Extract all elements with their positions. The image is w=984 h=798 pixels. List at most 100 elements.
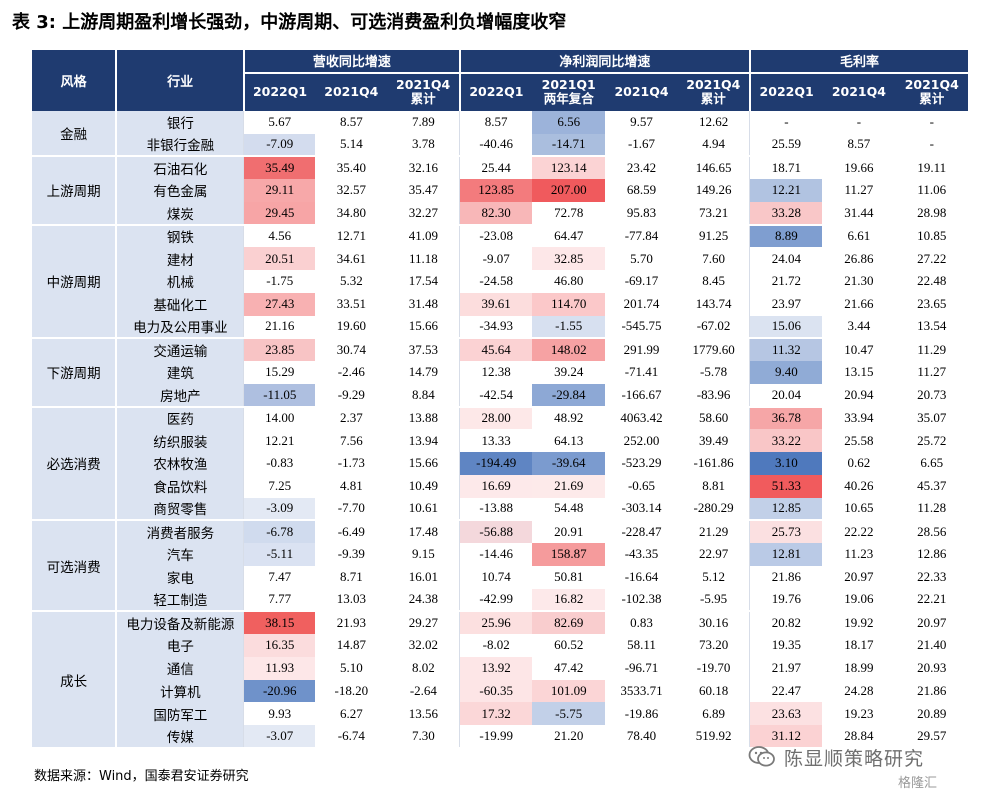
value-cell: 25.59 (749, 133, 823, 158)
value-cell: -71.41 (605, 361, 678, 384)
value-cell: -13.88 (459, 497, 533, 522)
value-cell: 6.27 (315, 702, 388, 725)
wechat-icon (748, 746, 775, 767)
value-cell: 46.80 (532, 270, 606, 293)
value-cell: 11.93 (243, 656, 316, 680)
value-cell: 6.65 (895, 452, 968, 475)
value-cell: 35.49 (243, 156, 316, 179)
value-cell: 31.44 (822, 201, 896, 226)
value-cell: - (895, 110, 968, 134)
value-cell: -40.46 (459, 133, 533, 158)
style-group-label: 成长 (32, 611, 117, 749)
value-cell: 35.47 (387, 179, 460, 202)
value-cell: 21.30 (822, 270, 896, 293)
value-cell: 72.78 (532, 201, 606, 226)
value-cell: 19.66 (822, 156, 896, 179)
value-cell: 18.99 (822, 656, 896, 680)
value-cell: 45.64 (459, 338, 533, 361)
table-row: 计算机 -20.96 -18.20 -2.64 -60.35 101.09 3533.71 6… (32, 679, 968, 703)
value-cell: 60.52 (532, 634, 606, 657)
value-cell: 22.48 (895, 270, 968, 293)
value-cell: 12.21 (749, 179, 823, 202)
value-cell: 207.00 (532, 179, 606, 202)
value-cell: 82.30 (459, 201, 533, 226)
value-cell: 23.65 (895, 292, 968, 316)
value-cell: -166.67 (605, 383, 678, 408)
value-cell: -6.78 (243, 520, 316, 543)
value-cell: -34.93 (459, 315, 533, 340)
value-cell: -2.64 (387, 679, 460, 703)
table-row: 食品饮料 7.25 4.81 10.49 16.69 21.69 -0.65 8.81 51.3… (32, 474, 968, 498)
industry-name: 汽车 (115, 543, 244, 566)
value-cell: -9.07 (459, 247, 533, 270)
value-cell: 28.98 (895, 201, 968, 226)
value-cell: 17.54 (387, 270, 460, 293)
data-table: 风格 行业 营收同比增速 净利润同比增速 毛利率 2022Q1 2021Q4 202… (32, 50, 968, 749)
value-cell: 28.00 (459, 406, 533, 430)
value-cell: 13.03 (315, 588, 388, 613)
value-cell: 19.35 (749, 634, 823, 657)
watermark-text: 陈显顺策略研究 (784, 747, 925, 770)
value-cell: -24.58 (459, 270, 533, 293)
value-cell: 7.30 (387, 725, 460, 749)
value-cell: 11.27 (822, 179, 896, 202)
value-cell: 8.45 (677, 270, 750, 293)
value-cell: 20.89 (895, 702, 968, 725)
value-cell: 9.40 (749, 361, 823, 384)
value-cell: -1.75 (243, 270, 316, 293)
value-cell: 10.65 (822, 497, 896, 522)
value-cell: 7.47 (243, 565, 316, 589)
value-cell: -29.84 (532, 383, 606, 408)
industry-name: 消费者服务 (115, 520, 244, 543)
value-cell: 19.60 (315, 315, 388, 340)
table-row: 煤炭 29.45 34.80 32.27 82.30 72.78 95.83 73.21 33.… (32, 201, 968, 226)
value-cell: 14.79 (387, 361, 460, 384)
value-cell: 35.07 (895, 406, 968, 430)
value-cell: 60.18 (677, 679, 750, 703)
value-cell: 1779.60 (677, 338, 750, 361)
value-cell: 5.10 (315, 656, 388, 680)
value-cell: -83.96 (677, 383, 750, 408)
value-cell: -6.74 (315, 725, 388, 749)
value-cell: 3533.71 (605, 679, 678, 703)
value-cell: 31.48 (387, 292, 460, 316)
value-cell: 19.06 (822, 588, 896, 613)
value-cell: -102.38 (605, 588, 678, 613)
header-industry: 行业 (115, 50, 244, 111)
value-cell: 41.09 (387, 224, 460, 248)
value-cell: 10.61 (387, 497, 460, 522)
value-cell: 4063.42 (605, 406, 678, 430)
header-group-margin: 毛利率 (748, 50, 968, 74)
value-cell: 19.23 (822, 702, 896, 725)
value-cell: -161.86 (677, 452, 750, 475)
value-cell: 15.06 (749, 315, 823, 340)
value-cell: 123.85 (459, 179, 533, 202)
value-cell: 37.53 (387, 338, 460, 361)
value-cell: -23.08 (459, 224, 533, 248)
value-cell: 68.59 (605, 179, 678, 202)
value-cell: 35.40 (315, 156, 388, 179)
value-cell: 82.69 (532, 611, 606, 634)
value-cell: 32.57 (315, 179, 388, 202)
value-cell: -5.78 (677, 361, 750, 384)
value-cell: 24.38 (387, 588, 460, 613)
table-row: 非银行金融 -7.09 5.14 3.78 -40.46 -14.71 -1.67 4.94 2… (32, 133, 968, 158)
value-cell: - (822, 110, 896, 134)
industry-name: 基础化工 (115, 292, 244, 316)
column-header: 2021Q4 累计 (677, 72, 750, 111)
value-cell: 20.73 (895, 383, 968, 408)
value-cell: -1.55 (532, 315, 606, 340)
industry-name: 家电 (115, 565, 244, 589)
value-cell: 8.71 (315, 565, 388, 589)
value-cell: -0.83 (243, 452, 316, 475)
industry-name: 电子 (115, 634, 244, 657)
value-cell: 148.02 (532, 338, 606, 361)
value-cell: 25.72 (895, 429, 968, 452)
value-cell: 21.86 (895, 679, 968, 703)
value-cell: 16.82 (532, 588, 606, 613)
value-cell: -56.88 (459, 520, 533, 543)
value-cell: -43.35 (605, 543, 678, 566)
value-cell: 10.47 (822, 338, 896, 361)
table-row: 中游周期 钢铁 4.56 12.71 41.09 -23.08 64.47 -77.84 91.… (32, 224, 968, 340)
value-cell: 15.29 (243, 361, 316, 384)
